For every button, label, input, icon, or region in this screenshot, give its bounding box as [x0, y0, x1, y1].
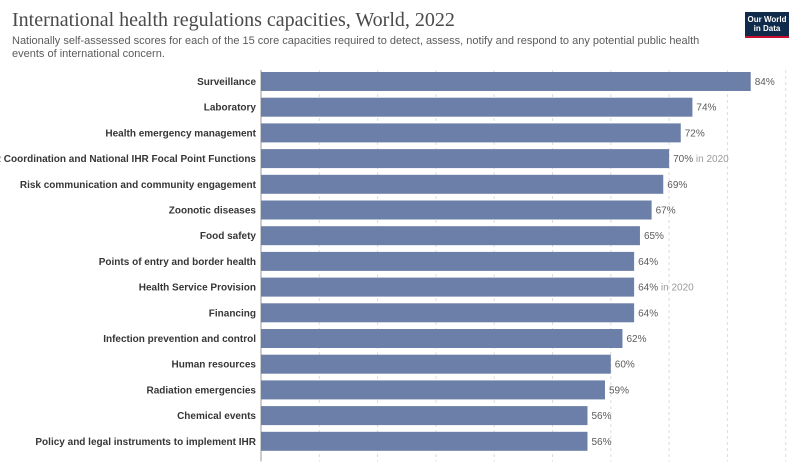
category-label: Risk communication and community engagem…	[20, 180, 257, 191]
bar	[261, 174, 664, 194]
bar	[261, 303, 635, 323]
chart-title: International health regulations capacit…	[12, 9, 455, 31]
category-label: IHR Coordination and National IHR Focal …	[0, 154, 256, 165]
category-label: Financing	[209, 308, 256, 319]
category-label: Health Service Provision	[139, 283, 256, 294]
value-label: 65%	[644, 231, 664, 242]
bar	[261, 200, 652, 220]
bar	[261, 123, 681, 143]
category-label: Surveillance	[197, 77, 256, 88]
logo-line-2: in Data	[753, 24, 781, 33]
bar	[261, 72, 751, 91]
bar	[261, 406, 588, 426]
value-note: in 2020	[693, 154, 729, 165]
bar	[261, 251, 635, 271]
value-label: 56%	[591, 411, 611, 422]
bar	[261, 226, 640, 246]
bar	[261, 380, 605, 400]
bar	[261, 431, 588, 451]
bar	[261, 97, 693, 117]
value-label: 84%	[755, 77, 775, 88]
value-note: in 2020	[658, 283, 694, 294]
value-label: 56%	[591, 437, 611, 448]
logo-line-1: Our World	[747, 15, 787, 24]
value-label: 64%	[638, 308, 658, 319]
value-label: 59%	[609, 385, 629, 396]
value-label: 72%	[685, 128, 705, 139]
bar	[261, 329, 623, 348]
value-label: 64% in 2020	[638, 283, 694, 294]
category-label: Health emergency management	[105, 128, 256, 139]
category-label: Chemical events	[177, 411, 256, 422]
value-label: 69%	[667, 180, 687, 191]
value-label: 64%	[638, 257, 658, 268]
category-label: Points of entry and border health	[99, 257, 256, 268]
owid-logo[interactable]: Our World in Data	[745, 12, 789, 38]
value-label: 74%	[696, 103, 716, 114]
category-label: Policy and legal instruments to implemen…	[35, 437, 256, 448]
bar	[261, 354, 611, 374]
category-label: Food safety	[200, 231, 257, 242]
category-label: Human resources	[172, 360, 257, 371]
category-label: Infection prevention and control	[103, 334, 256, 345]
bar	[261, 149, 670, 169]
category-label: Laboratory	[204, 103, 257, 114]
bar	[261, 277, 635, 297]
category-label: Radiation emergencies	[147, 385, 257, 396]
category-label: Zoonotic diseases	[169, 206, 257, 217]
value-label: 62%	[626, 334, 646, 345]
value-label: 70% in 2020	[673, 154, 729, 165]
value-label: 60%	[615, 360, 635, 371]
value-label: 67%	[656, 206, 676, 217]
chart-subtitle: Nationally self-assessed scores for each…	[12, 35, 700, 60]
